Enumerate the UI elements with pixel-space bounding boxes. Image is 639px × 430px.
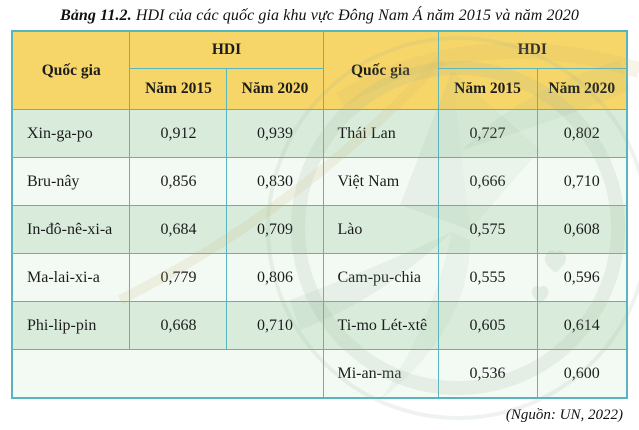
hdi-2020-cell: 0,802	[536, 109, 628, 158]
country-column-header-left: Quốc gia	[11, 30, 131, 110]
hdi-2020-cell: 0,806	[226, 253, 324, 302]
hdi-2015-cell: 0,856	[129, 157, 228, 206]
hdi-column-header-left: HDI	[129, 30, 324, 69]
hdi-table: Quốc gia HDI Quốc gia HDI Năm 2015 Năm 2…	[10, 30, 629, 399]
table-row: Bru-nây 0,856 0,830 Việt Nam 0,666 0,710	[11, 157, 628, 206]
hdi-2015-cell: 0,536	[437, 349, 538, 399]
country-cell: Bru-nây	[11, 157, 131, 206]
table-row: Xin-ga-po 0,912 0,939 Thái Lan 0,727 0,8…	[11, 109, 628, 158]
hdi-2015-cell: 0,575	[437, 205, 538, 254]
hdi-2020-cell: 0,600	[536, 349, 628, 399]
hdi-2020-cell: 0,608	[536, 205, 628, 254]
hdi-2015-cell: 0,666	[437, 157, 538, 206]
hdi-2020-cell: 0,596	[536, 253, 628, 302]
hdi-2015-cell: 0,779	[129, 253, 228, 302]
hdi-2015-cell: 0,912	[129, 109, 228, 158]
empty-cell	[11, 349, 324, 399]
year-2015-header-right: Năm 2015	[437, 68, 538, 110]
country-cell: Phi-lip-pin	[11, 301, 131, 350]
country-column-header-right: Quốc gia	[322, 30, 439, 110]
country-cell: Ma-lai-xi-a	[11, 253, 131, 302]
hdi-2020-cell: 0,830	[226, 157, 324, 206]
hdi-2015-cell: 0,605	[437, 301, 538, 350]
table-caption: Bảng 11.2. HDI của các quốc gia khu vực …	[0, 0, 639, 25]
country-cell: In-đô-nê-xi-a	[11, 205, 131, 254]
source-note: (Nguồn: UN, 2022)	[505, 407, 623, 423]
country-cell: Mi-an-ma	[322, 349, 439, 399]
country-cell: Ti-mo Lét-xtê	[322, 301, 439, 350]
hdi-2015-cell: 0,727	[437, 109, 538, 158]
table-title-text: HDI của các quốc gia khu vực Đông Nam Á …	[131, 7, 579, 24]
table-row: In-đô-nê-xi-a 0,684 0,709 Lào 0,575 0,60…	[11, 205, 628, 254]
country-cell: Cam-pu-chia	[322, 253, 439, 302]
year-2020-header-right: Năm 2020	[536, 68, 628, 110]
table-number: Bảng 11.2.	[60, 7, 132, 24]
header-row-1: Quốc gia HDI Quốc gia HDI	[11, 30, 628, 110]
country-cell: Xin-ga-po	[11, 109, 131, 158]
country-cell: Lào	[322, 205, 439, 254]
hdi-2015-cell: 0,684	[129, 205, 228, 254]
year-2020-header-left: Năm 2020	[226, 68, 324, 110]
hdi-2020-cell: 0,710	[226, 301, 324, 350]
year-2015-header-left: Năm 2015	[129, 68, 228, 110]
table-row: Ma-lai-xi-a 0,779 0,806 Cam-pu-chia 0,55…	[11, 253, 628, 302]
country-cell: Thái Lan	[322, 109, 439, 158]
hdi-2020-cell: 0,614	[536, 301, 628, 350]
hdi-2020-cell: 0,710	[536, 157, 628, 206]
header-row-2: Năm 2015 Năm 2020 Năm 2015 Năm 2020	[12, 68, 628, 110]
hdi-2020-cell: 0,939	[226, 109, 324, 158]
table-row: Phi-lip-pin 0,668 0,710 Ti-mo Lét-xtê 0,…	[11, 301, 628, 350]
country-cell: Việt Nam	[322, 157, 439, 206]
hdi-2020-cell: 0,709	[226, 205, 324, 254]
table-row: Mi-an-ma 0,536 0,600	[11, 349, 628, 399]
hdi-2015-cell: 0,668	[129, 301, 228, 350]
hdi-column-header-right: HDI	[437, 30, 628, 69]
hdi-2015-cell: 0,555	[437, 253, 538, 302]
